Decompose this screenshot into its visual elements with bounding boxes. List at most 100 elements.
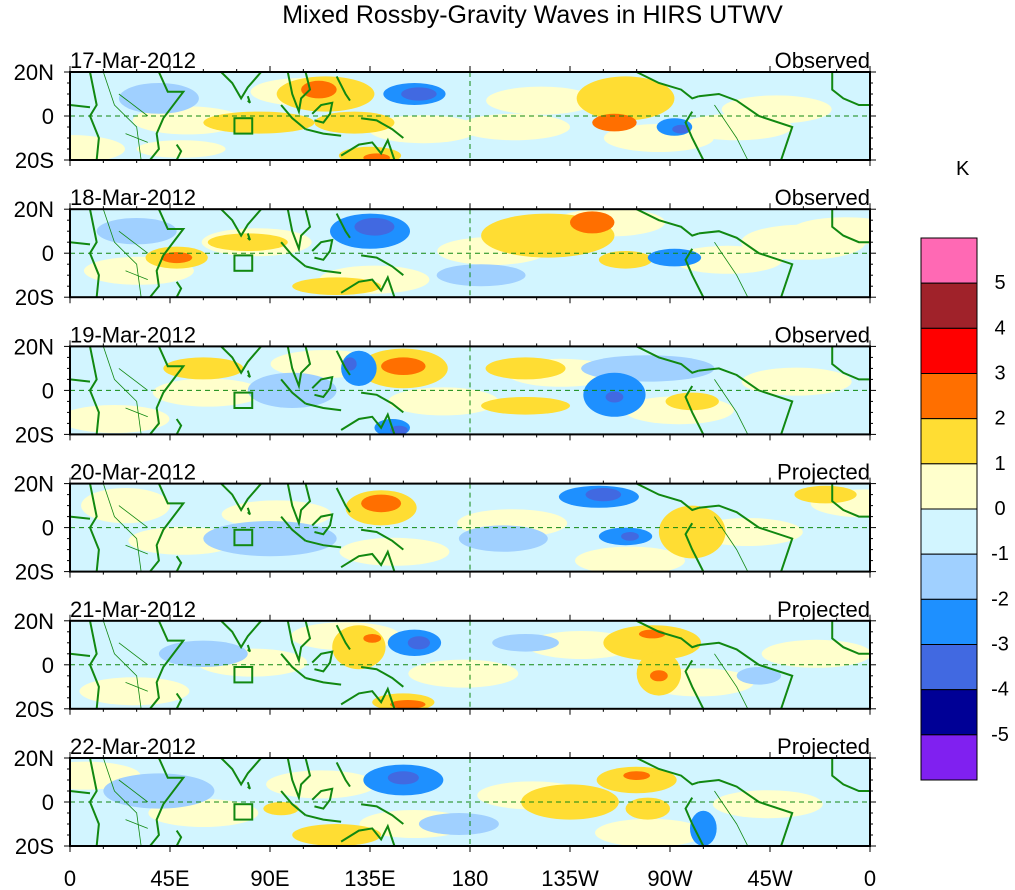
anomaly-contour-0 [575,546,685,572]
coastline [286,758,312,802]
coastline [698,230,794,298]
anomaly-contour [301,80,337,99]
coastline [246,781,251,790]
anomaly-contour [481,397,570,415]
anomaly-contour [603,625,702,661]
coastline [636,620,700,649]
anomaly-contour [794,485,857,504]
country-border [118,642,149,666]
anomaly-contour [598,250,653,269]
x-tick-label: 90W [647,866,692,890]
coastline [684,522,705,572]
colorbar-segment [920,373,978,420]
coastline [311,513,334,536]
anomaly-field [70,76,832,160]
coastline [340,549,396,572]
anomaly-contour [203,521,337,557]
x-tick-label: 135W [541,866,599,890]
region-box [233,391,254,410]
coastline [335,624,351,650]
coastline [305,814,342,823]
anomaly-contour [492,634,559,652]
anomaly-contour [605,391,624,403]
coastline [831,346,870,381]
y-tick-label: 20S [15,422,54,447]
coastline [340,823,396,846]
colorbar-tick-label: 4 [994,317,1005,339]
coastline [70,378,91,383]
coastline [698,778,794,846]
colorbar-segment [920,644,978,691]
coastline [220,209,262,238]
region-box [233,666,254,684]
colorbar-tick-label: -5 [991,724,1009,746]
x-tick-label: 0 [64,866,76,890]
colorbar-tick-label: 0 [994,498,1005,520]
anomaly-field [81,485,870,572]
anomaly-contour [485,357,566,380]
y-tick-label: 0 [42,241,54,266]
anomaly-contour [407,636,430,650]
coastline [246,95,251,104]
coastline [698,92,794,160]
anomaly-contour [592,113,637,132]
y-tick-label: 0 [42,378,54,403]
panel-status: Projected [777,597,870,622]
colorbar-segment [920,327,978,375]
anomaly-contour [158,640,248,667]
coastlines [70,483,870,572]
y-tick-label: 0 [42,104,54,129]
panel-status: Observed [775,322,870,347]
coastline [220,72,262,101]
anomaly-contour [96,218,177,245]
anomaly-contour [118,83,199,114]
anomaly-contour [314,111,395,134]
anomaly-contour [585,488,622,502]
anomaly-field [83,209,870,296]
x-tick-label: 0 [864,866,876,890]
anomaly-contour-0 [741,367,852,396]
anomaly-contour-0 [408,659,519,688]
map-panel: 20N 0 20S 21-Mar-2012 Projected [14,597,876,722]
anomaly-field [79,622,870,709]
coastline [280,653,307,679]
coastline [636,209,700,237]
coastlines [70,209,870,298]
panel-date: 17-Mar-2012 [70,48,196,73]
anomaly-contour [741,224,866,260]
panel-status: Observed [775,185,870,210]
anomaly-contour [647,248,702,267]
figure-title: Mixed Rossby-Gravity Waves in HIRS UTWV [282,1,783,29]
map-panel: 20N 0 20S 19-Mar-2012 Observed [14,322,876,447]
coastline [360,528,404,551]
coastline [340,412,396,435]
country-border [118,230,149,254]
colorbar-tick-label: 5 [994,272,1005,294]
x-tick-label: 45E [150,866,189,890]
x-tick-label: 135E [344,866,395,890]
coastline [70,790,91,795]
y-tick-label: 20S [15,697,54,722]
coastline [70,515,91,520]
coastline [220,620,262,650]
coastline [175,418,183,435]
colorbar-segment [920,508,978,555]
anomaly-contour [361,494,402,513]
coastline [70,104,91,109]
colorbar-tick-label: -1 [991,543,1009,565]
x-tick-label: 45W [747,866,792,890]
country-border [125,544,148,555]
coastline [831,758,870,792]
y-tick-label: 20N [14,334,54,359]
anomaly-contour-0 [595,818,705,846]
coastline [149,72,186,160]
coastline [360,117,404,139]
coastline [149,346,186,435]
coastline [684,385,705,435]
coastline [340,686,396,709]
coastline [636,346,700,374]
colorbar-segment [920,598,978,645]
anomaly-contour [292,824,382,846]
anomaly-contour [163,357,244,380]
